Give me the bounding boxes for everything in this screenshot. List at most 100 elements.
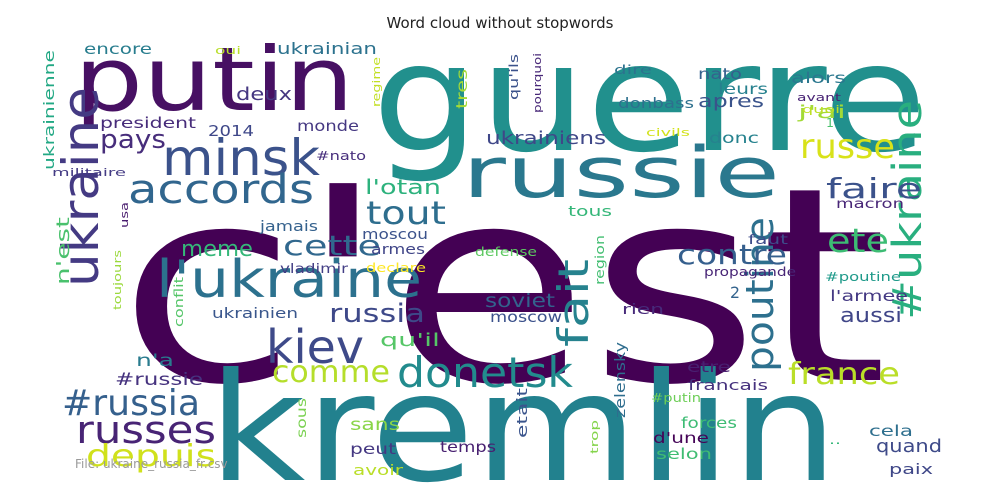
source-file-label: File: ukraine_russia_fr.csv xyxy=(75,457,228,471)
word-faire: faire xyxy=(826,172,922,205)
word-etre: etre xyxy=(687,358,731,376)
word-conflit: conflit xyxy=(172,277,186,327)
word-dire: dire xyxy=(614,63,652,77)
word-l-armee: l'armee xyxy=(830,287,908,305)
word-francais: francais xyxy=(688,378,768,394)
word-avoir: avoir xyxy=(353,463,403,479)
word-russia: #russia xyxy=(62,383,200,424)
word-russie: #russie xyxy=(115,370,203,390)
word-comme: comme xyxy=(272,355,390,390)
word-declare: declare xyxy=(366,261,426,275)
word-alors: alors xyxy=(791,69,846,87)
word-2014: 2014 xyxy=(208,122,254,140)
word-tout: tout xyxy=(366,194,446,232)
word-forces: forces xyxy=(681,414,737,432)
word-encore: encore xyxy=(84,40,152,58)
word-meme: meme xyxy=(181,237,253,262)
word-depuis: depuis xyxy=(86,439,216,474)
word-paix: paix xyxy=(889,462,933,478)
word-ukraine: #ukraine xyxy=(885,100,931,320)
word-jamais: jamais xyxy=(259,219,318,235)
word-civils: civils xyxy=(646,126,690,139)
word-guerre: guerre xyxy=(372,12,927,186)
word-donbass: donbass xyxy=(618,96,694,112)
word-zelensky: zelensky xyxy=(613,342,629,418)
word-nato: #nato xyxy=(316,149,366,163)
word-armes: armes xyxy=(371,242,425,258)
chart-title: Word cloud without stopwords xyxy=(386,14,614,32)
word-tous: tous xyxy=(568,204,612,220)
word-russie: russie xyxy=(462,132,780,214)
word-ukraine: ukraine xyxy=(52,87,110,287)
word-selon: selon xyxy=(656,445,712,463)
word-moscow: moscow xyxy=(490,308,562,326)
word-cela: cela xyxy=(869,422,913,440)
word-faut: faut xyxy=(748,233,788,248)
word-oui: oui xyxy=(215,44,241,57)
word-leurs: leurs xyxy=(718,80,768,98)
word-peut: peut xyxy=(350,440,396,458)
word-: .. xyxy=(829,433,841,447)
word-poutine: #poutine xyxy=(825,270,901,284)
word-contre: contre xyxy=(677,238,787,271)
word-sous: sous xyxy=(295,398,310,438)
word-putin: putin xyxy=(74,28,354,131)
word-1: 1 xyxy=(826,116,834,130)
word-russes: russes xyxy=(76,408,216,452)
word-quand: quand xyxy=(876,436,942,457)
word-accords: accords xyxy=(128,167,314,213)
word-kremlin: kremlin xyxy=(208,342,838,500)
word-ete: ete xyxy=(827,221,889,260)
word-russe: russe xyxy=(800,127,895,167)
word-ukrainiens: ukrainiens xyxy=(486,128,606,149)
word-etait: etait xyxy=(515,387,531,438)
word-sans: sans xyxy=(350,415,400,435)
word-cette: cette xyxy=(283,229,381,262)
word-n-a: n'a xyxy=(136,351,174,371)
word-monde: monde xyxy=(297,117,359,135)
word-poutine: poutine xyxy=(738,217,782,372)
word-n-est: n'est xyxy=(53,217,74,285)
word-quoi: quoi xyxy=(802,103,840,116)
word-minsk: minsk xyxy=(162,129,320,187)
word-putin: #putin xyxy=(651,391,701,405)
word-regime: regime xyxy=(370,57,383,107)
word-france: france xyxy=(788,357,900,392)
word-moscou: moscou xyxy=(362,227,428,243)
word-qu-il: qu'il xyxy=(380,330,440,351)
word-tres: tres xyxy=(453,69,471,109)
word-donc: donc xyxy=(709,129,759,147)
word-ukrainien: ukrainien xyxy=(212,306,298,322)
word-militaire: militaire xyxy=(52,166,126,179)
word-l-otan: l'otan xyxy=(365,175,441,199)
word-apres: apres xyxy=(698,91,764,112)
word-president: president xyxy=(100,114,196,132)
word-ukrainienne: ukrainienne xyxy=(42,50,58,170)
word-usa: usa xyxy=(118,202,131,228)
word-ukrainian: ukrainian xyxy=(277,39,377,58)
word-nato: nato xyxy=(698,65,742,83)
word-defense: defense xyxy=(475,245,537,259)
word-l-ukraine: l'ukraine xyxy=(156,250,422,310)
word-c-est: c'est xyxy=(118,129,888,444)
word-vladimir: vladimir xyxy=(280,262,349,277)
word-rien: rien xyxy=(622,302,664,318)
word-macron: macron xyxy=(836,197,904,212)
word-kiev: kiev xyxy=(266,320,364,374)
word-pays: pays xyxy=(100,125,166,155)
word-avant: avant xyxy=(797,91,842,104)
word-j-ai: j'ai xyxy=(796,102,846,123)
word-donetsk: donetsk xyxy=(397,348,574,397)
word-temps: temps xyxy=(440,438,496,456)
word-propagande: propagande xyxy=(704,265,796,279)
word-russia: russia xyxy=(329,299,425,329)
word-pourquoi: pourquoi xyxy=(531,53,544,113)
word-deux: deux xyxy=(236,84,292,105)
word-2: 2 xyxy=(730,283,740,302)
word-region: region xyxy=(593,235,607,285)
word-aussi: aussi xyxy=(840,303,902,327)
word-d-une: d'une xyxy=(653,429,709,447)
word-fait: fait xyxy=(549,259,598,347)
word-trop: trop xyxy=(588,420,601,454)
